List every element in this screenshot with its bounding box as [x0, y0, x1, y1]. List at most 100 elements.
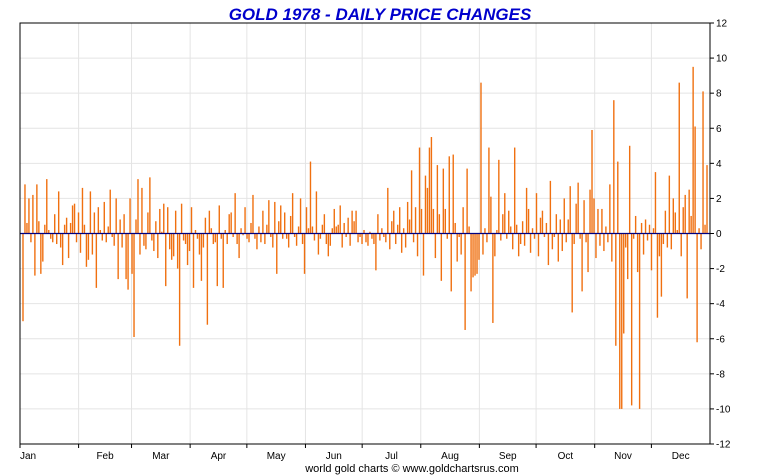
bar	[402, 228, 405, 234]
bar	[139, 233, 141, 255]
bar	[301, 233, 304, 245]
bar	[706, 165, 708, 234]
bar	[460, 233, 462, 255]
bar	[555, 214, 558, 234]
bar	[539, 217, 542, 234]
bar	[325, 233, 328, 245]
bar	[343, 222, 345, 234]
bar	[250, 222, 252, 234]
bar	[367, 233, 369, 246]
bar	[636, 233, 639, 273]
bar	[660, 233, 663, 297]
bar	[595, 233, 597, 259]
bar	[664, 210, 667, 234]
bar	[107, 226, 109, 234]
bar	[206, 233, 209, 325]
y-axis-tick-labels: 12 10 8 6 4 2 0 -2 -4 -6 -8 -10 -12	[716, 19, 731, 451]
bar	[260, 233, 262, 243]
x-tick-label: May	[267, 451, 286, 462]
bar	[553, 233, 556, 238]
bar	[603, 233, 605, 252]
bar	[559, 219, 561, 234]
bar	[331, 228, 333, 234]
bar	[694, 126, 696, 234]
bar	[79, 233, 82, 253]
bar	[359, 233, 361, 238]
bar	[182, 233, 185, 241]
bar	[577, 182, 579, 234]
bar	[351, 210, 353, 234]
bar	[172, 233, 175, 257]
bar	[295, 233, 298, 246]
bar	[234, 193, 236, 234]
bar	[414, 207, 417, 234]
bar	[28, 198, 30, 234]
bar	[69, 222, 72, 234]
bar	[436, 165, 439, 234]
bar	[389, 233, 391, 250]
bar	[289, 215, 292, 234]
bar	[232, 233, 234, 238]
bar	[42, 233, 44, 262]
bar	[284, 212, 286, 234]
bar	[452, 154, 454, 234]
bar	[228, 214, 230, 234]
bar	[141, 187, 143, 234]
bar	[258, 226, 260, 234]
bar	[61, 233, 64, 266]
bar	[442, 168, 445, 234]
bar	[517, 233, 520, 257]
bar	[605, 226, 607, 234]
bar	[375, 233, 377, 271]
bar	[702, 91, 704, 234]
bar	[672, 198, 674, 234]
bar	[468, 226, 470, 234]
x-tick-label: Aug	[441, 451, 459, 462]
x-tick-label: Dec	[672, 451, 690, 462]
bar	[557, 233, 560, 262]
bar	[508, 210, 510, 234]
bar	[317, 233, 320, 255]
bar	[149, 177, 151, 234]
bar	[145, 233, 147, 250]
bar	[432, 208, 435, 234]
bar	[212, 233, 215, 245]
bar	[238, 233, 240, 259]
bar	[224, 229, 226, 234]
bar	[50, 233, 52, 239]
bar	[192, 233, 195, 288]
bar	[561, 233, 563, 252]
bar	[581, 233, 583, 292]
bar	[464, 233, 466, 330]
bar	[349, 233, 351, 246]
bar	[67, 233, 70, 259]
bar	[305, 207, 308, 234]
bar	[313, 233, 316, 241]
bar	[65, 217, 68, 234]
bar	[690, 215, 692, 234]
bar	[579, 233, 581, 239]
bar	[46, 179, 48, 234]
x-tick-label: Mar	[152, 451, 170, 462]
bar	[658, 233, 661, 257]
bar	[113, 233, 115, 246]
y-tick-label: -2	[716, 264, 725, 275]
bar	[531, 228, 534, 234]
bar	[73, 203, 76, 234]
bar	[347, 217, 349, 234]
bar	[153, 233, 155, 252]
bar	[482, 233, 484, 255]
bar	[492, 233, 494, 323]
bar	[163, 203, 165, 234]
bar	[127, 233, 129, 290]
bar	[617, 161, 619, 234]
bar	[137, 179, 139, 234]
bar	[165, 233, 167, 287]
bar	[323, 214, 326, 234]
bar	[57, 191, 60, 234]
bar	[408, 219, 411, 234]
bar	[496, 229, 498, 234]
y-tick-label: 6	[716, 124, 722, 135]
bar	[93, 212, 96, 234]
bar	[95, 233, 98, 288]
